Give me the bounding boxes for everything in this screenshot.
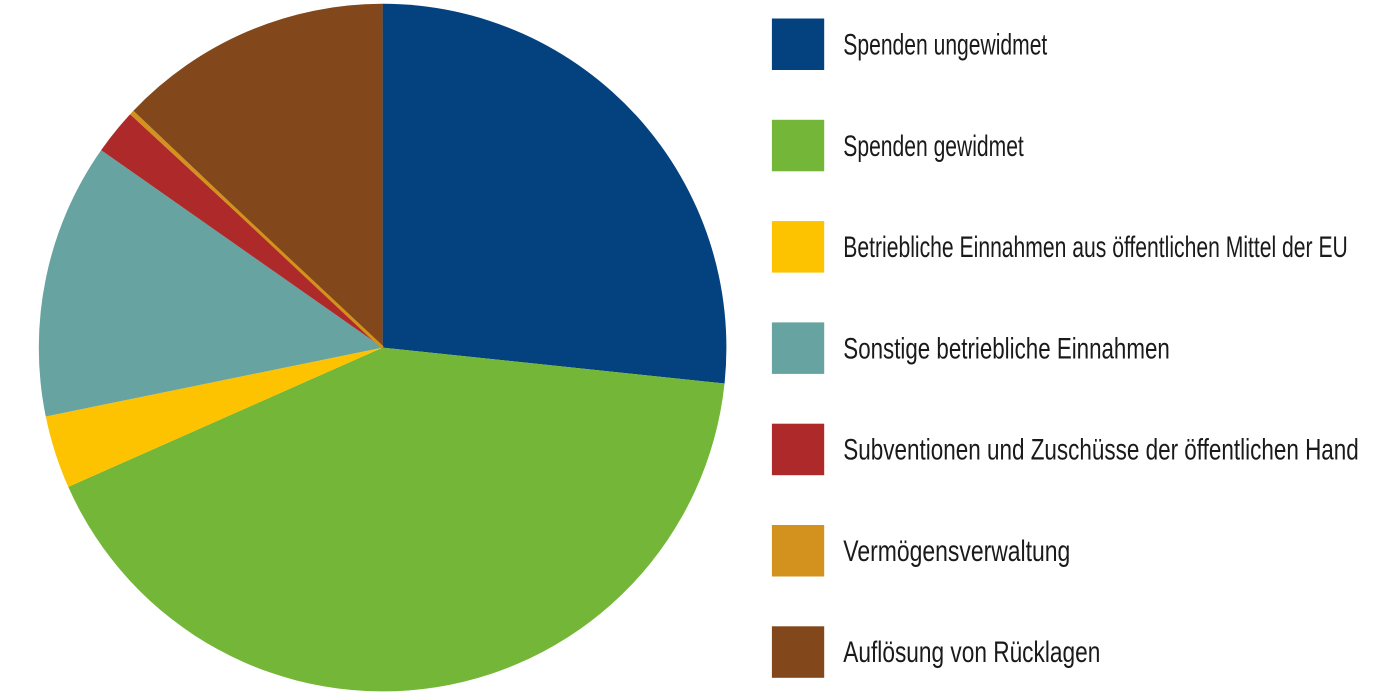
svg-text:Auflösung von Rücklagen: Auflösung von Rücklagen <box>843 636 1100 669</box>
svg-text:Vermögensverwaltung: Vermögensverwaltung <box>843 535 1070 568</box>
svg-text:Spenden gewidmet: Spenden gewidmet <box>843 130 1024 163</box>
svg-text:Subventionen und Zuschüsse der: Subventionen und Zuschüsse der öffentlic… <box>843 434 1359 467</box>
svg-text:Spenden ungewidmet: Spenden ungewidmet <box>843 29 1047 62</box>
svg-text:Betriebliche Einnahmen aus öff: Betriebliche Einnahmen aus öffentlichen … <box>843 231 1348 264</box>
svg-text:Sonstige betriebliche Einnahme: Sonstige betriebliche Einnahmen <box>843 332 1170 365</box>
